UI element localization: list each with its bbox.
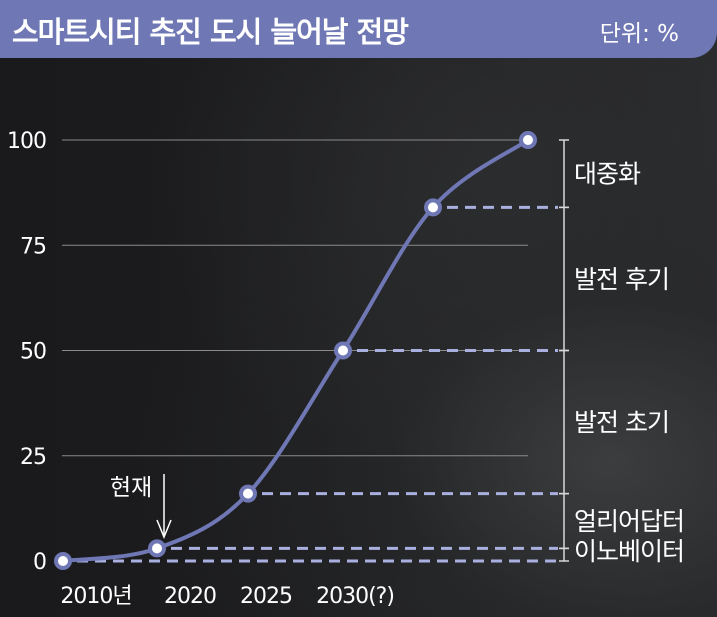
y-tick-label: 100 [7,129,46,154]
x-tick-label: 2020 [164,584,216,609]
stage-label: 발전 후기 [574,265,669,294]
data-point [424,198,442,217]
chart-title: 스마트시티 추진 도시 늘어날 전망 [12,15,409,49]
stage-label: 대중화 [574,160,641,189]
y-tick-label: 50 [20,340,46,365]
x-tick-label: 2010년 [60,584,131,609]
stage-label: 발전 초기 [574,408,669,437]
current-annotation: 현재 [110,474,172,539]
y-axis-ticks: 0 25 50 75 100 [7,129,47,575]
data-point [334,341,352,360]
data-points [54,131,537,570]
y-tick-label: 25 [20,445,46,470]
data-point [54,552,72,570]
arrow-head-icon [156,519,172,539]
x-axis-ticks: 2010년 2020 2025 2030(?) [60,584,395,609]
stage-label: 이노베이터 [574,537,684,566]
header-banner: 스마트시티 추진 도시 늘어날 전망 단위: % [0,0,717,58]
x-tick-label: 2025 [240,584,292,609]
unit-label: 단위: % [599,21,679,47]
stage-brackets [559,139,569,562]
stage-label: 얼리어답터 [574,507,684,536]
current-label: 현재 [110,475,152,501]
stage-guides [77,205,558,563]
data-point [239,484,257,503]
x-tick-label: 2030(?) [316,584,394,609]
y-tick-label: 0 [33,550,46,575]
data-point [519,131,537,149]
data-point [148,539,166,558]
gridlines [62,139,528,457]
y-tick-label: 75 [20,234,46,259]
